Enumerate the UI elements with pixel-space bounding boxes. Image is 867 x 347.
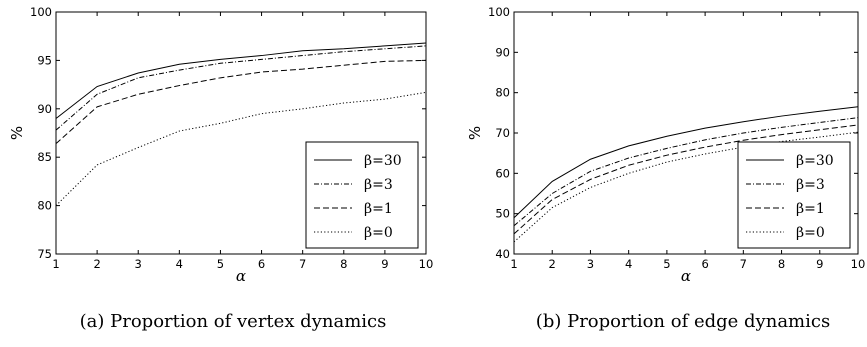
legend-label: β=1 [364, 201, 393, 217]
legend-label: β=30 [796, 153, 834, 169]
y-tick-label: 90 [495, 45, 510, 59]
x-axis-label: α [681, 267, 691, 285]
plot-frame [55, 11, 427, 255]
series-line-3 [55, 59, 427, 145]
x-tick-label: 9 [816, 257, 823, 271]
y-tick-label: 80 [495, 86, 510, 100]
x-tick-label: 1 [510, 257, 517, 271]
x-tick-label: 1 [52, 257, 59, 271]
y-tick-label: 60 [495, 166, 510, 180]
legend-label: β=3 [364, 177, 393, 193]
y-tick-label: 85 [37, 150, 52, 164]
x-tick-label: 3 [135, 257, 142, 271]
x-tick-label: 8 [778, 257, 785, 271]
y-tick-label: 100 [30, 5, 52, 19]
x-tick-label: 8 [340, 257, 347, 271]
x-tick-label: 7 [299, 257, 306, 271]
x-tick-label: 2 [549, 257, 556, 271]
x-tick-label: 9 [381, 257, 388, 271]
x-tick-label: 5 [663, 257, 670, 271]
series-line-3 [513, 124, 859, 235]
legend-label: β=1 [796, 201, 825, 217]
y-tick-label: 75 [37, 247, 52, 261]
series-line-1 [55, 42, 427, 119]
x-tick-label: 5 [217, 257, 224, 271]
figure-caption: (a) Proportion of vertex dynamics [80, 311, 387, 332]
x-tick-label: 7 [740, 257, 747, 271]
x-tick-label: 6 [701, 257, 708, 271]
y-tick-label: 40 [495, 247, 510, 261]
y-tick-label: 100 [488, 5, 510, 19]
chart-panel-1: 1 2 3 4 5 6 7 8 9 10 75 80 85 90 95 100 α% β=30 β=3 β=1 β=0 (… [8, 5, 433, 332]
legend-label: β=0 [796, 225, 825, 241]
y-axis-label: % [466, 126, 484, 140]
chart-panel-2: 1 2 3 4 5 6 7 8 9 10 40 50 60 70 80 90 100 α% β=30 β=3 β=1 β=… [466, 5, 865, 332]
series-line-4 [55, 91, 427, 206]
legend-label: β=0 [364, 225, 393, 241]
y-tick-label: 80 [37, 199, 52, 213]
x-tick-label: 4 [176, 257, 183, 271]
figure-caption: (b) Proportion of edge dynamics [536, 311, 830, 332]
series-line-4 [513, 131, 859, 243]
x-tick-label: 6 [258, 257, 265, 271]
y-tick-label: 70 [495, 126, 510, 140]
y-axis-label: % [8, 126, 26, 140]
series-line-1 [513, 106, 859, 219]
x-tick-label: 4 [625, 257, 632, 271]
series-line-2 [55, 45, 427, 131]
x-tick-label: 10 [851, 257, 866, 271]
y-tick-label: 95 [37, 53, 52, 67]
x-tick-label: 10 [419, 257, 434, 271]
y-tick-label: 90 [37, 102, 52, 116]
series-line-2 [513, 117, 859, 227]
legend-label: β=3 [796, 177, 825, 193]
x-tick-label: 2 [93, 257, 100, 271]
x-tick-label: 3 [587, 257, 594, 271]
x-axis-label: α [236, 267, 246, 285]
legend-label: β=30 [364, 153, 402, 169]
y-tick-label: 50 [495, 207, 510, 221]
